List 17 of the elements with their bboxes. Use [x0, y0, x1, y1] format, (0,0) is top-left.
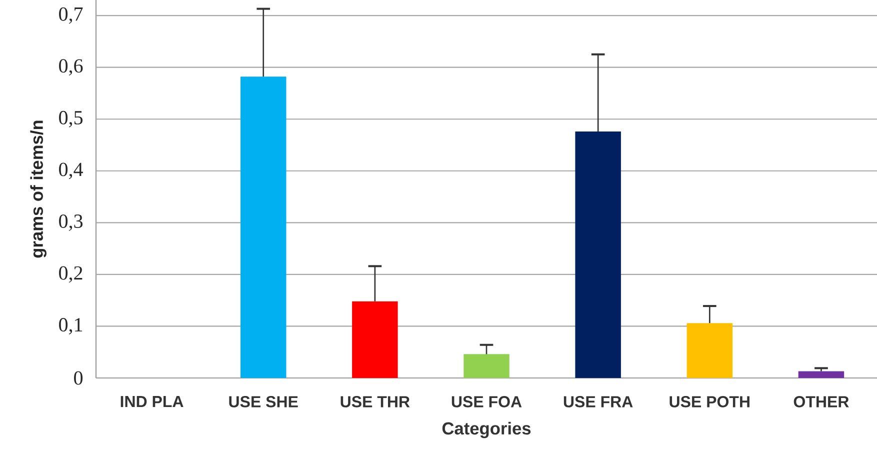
y-axis-title: grams of items/n	[30, 120, 46, 258]
y-tick-label: 0,4	[59, 162, 83, 180]
x-tick-label: OTHER	[794, 396, 849, 408]
x-tick-label: USE SHE	[229, 396, 298, 408]
y-tick-label: 0,6	[59, 59, 83, 76]
x-axis-title: Categories	[442, 422, 531, 438]
x-tick-label: USE THR	[340, 396, 410, 408]
y-tick-label: 0,3	[59, 214, 83, 231]
x-tick-label: USE FRA	[564, 396, 633, 408]
x-tick-label: IND PLA	[120, 396, 184, 408]
y-tick-label: 0	[74, 371, 83, 385]
y-tick-label: 0,5	[59, 110, 83, 128]
y-tick-label: 0,7	[59, 7, 83, 24]
y-tick-label: 0,1	[59, 318, 82, 334]
y-tick-label: 0,2	[59, 266, 82, 283]
x-tick-label: USE FOA	[452, 396, 522, 408]
x-tick-label: USE POTH	[670, 396, 750, 408]
